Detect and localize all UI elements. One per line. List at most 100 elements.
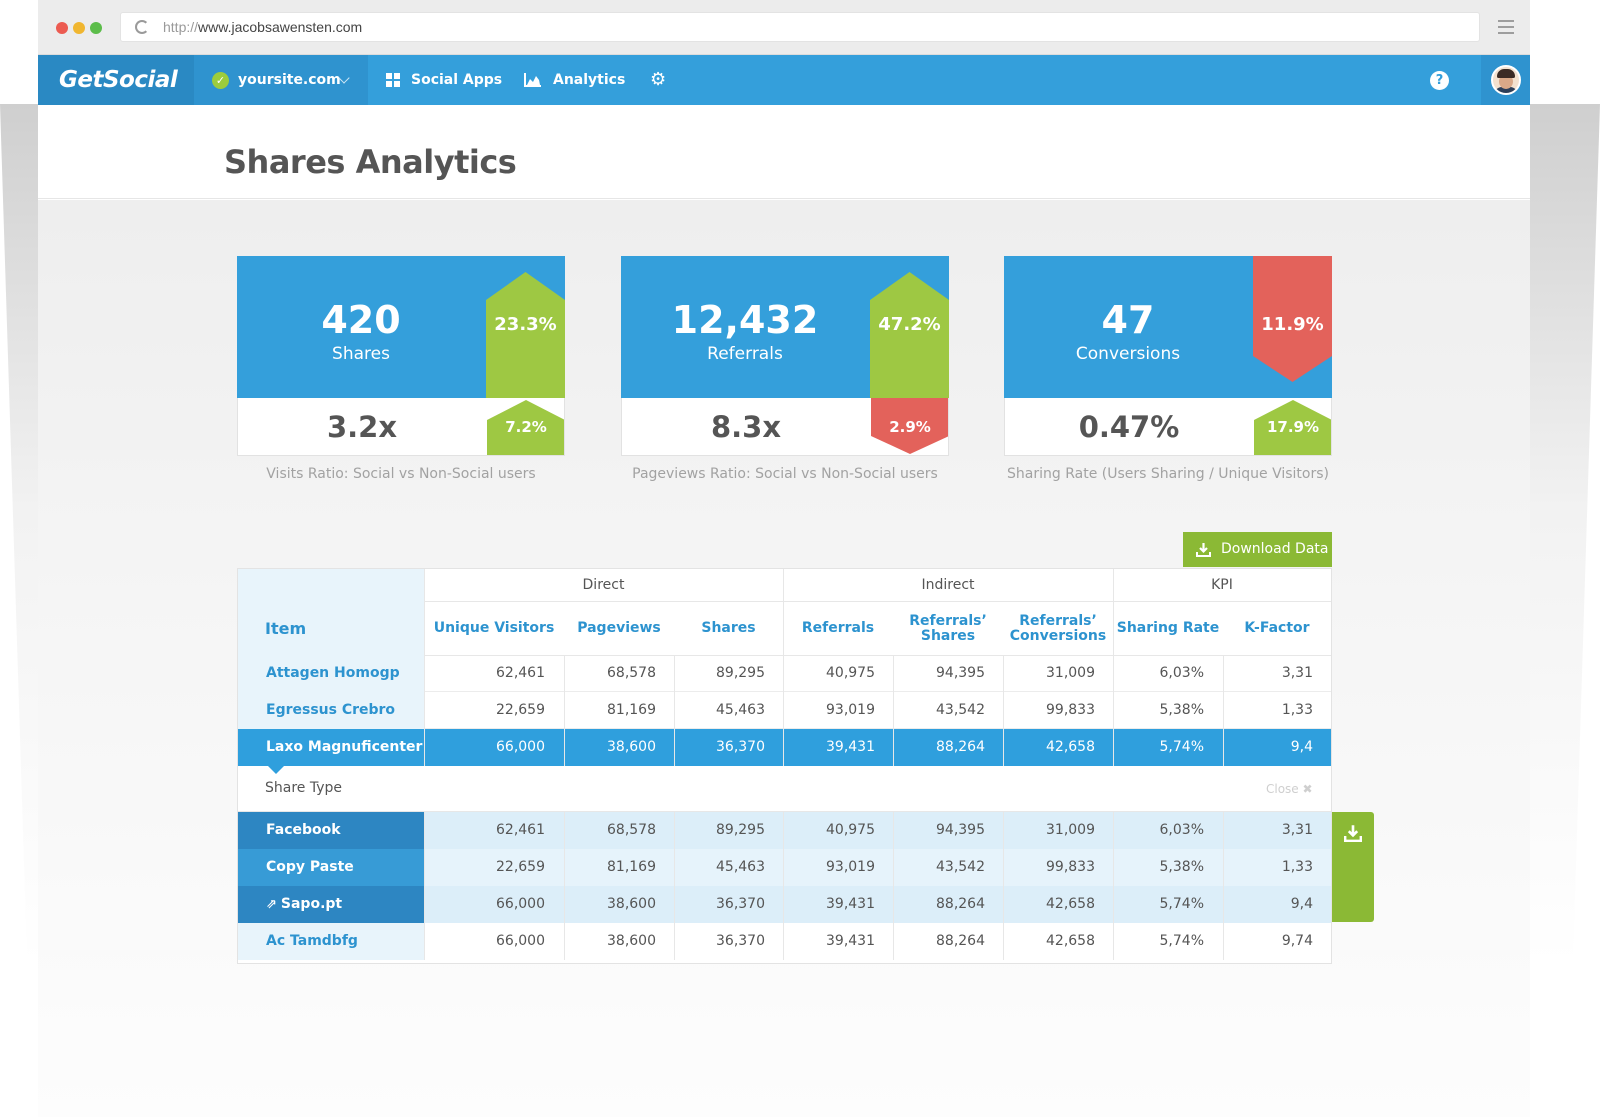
maximize-window-button[interactable] xyxy=(90,22,102,34)
share-type-name[interactable]: Copy Paste xyxy=(238,849,424,886)
cell: 68,578 xyxy=(607,822,656,838)
cell: 40,975 xyxy=(826,822,875,838)
row-item-name[interactable]: Attagen Homogp (...) xyxy=(238,655,424,717)
share-type-name[interactable]: ⇗ Sapo.pt xyxy=(238,886,424,923)
ratio-badge-value: 7.2% xyxy=(505,418,547,436)
column-header-k-factor[interactable]: K-Factor xyxy=(1244,620,1310,636)
download-share-type-button[interactable] xyxy=(1332,812,1374,922)
download-data-button[interactable]: Download Data xyxy=(1183,532,1332,567)
download-data-label: Download Data xyxy=(1221,541,1329,557)
table-row[interactable]: Ac Tamdbfg 66,000 38,600 36,370 39,431 8… xyxy=(238,923,1331,960)
cell: 99,833 xyxy=(1046,859,1095,875)
main-content: 420 Shares 23.3% 3.2x 7.2% Visits Ratio:… xyxy=(38,200,1530,1117)
cell: 39,431 xyxy=(826,933,875,949)
help-icon[interactable]: ? xyxy=(1430,71,1449,90)
row-item-name[interactable]: Laxo Magnuficenter xyxy=(238,729,424,766)
cell: 43,542 xyxy=(936,859,985,875)
cell: 9,74 xyxy=(1281,933,1313,949)
url-protocol: http:// xyxy=(163,19,199,35)
trend-badge-value: 47.2% xyxy=(878,314,941,335)
stat-value: 12,432 xyxy=(671,298,819,342)
column-header-referrals[interactable]: Referrals xyxy=(801,620,875,636)
cell: 31,009 xyxy=(1046,822,1095,838)
column-header-unique-visitors[interactable]: Unique Visitors xyxy=(433,620,555,636)
cell: 1,33 xyxy=(1281,702,1313,718)
stat-caption: Pageviews Ratio: Social vs Non-Social us… xyxy=(632,466,938,482)
cell: 45,463 xyxy=(716,702,765,718)
column-header-shares[interactable]: Shares xyxy=(701,620,756,636)
cell: 38,600 xyxy=(607,739,656,755)
nav-analytics-label: Analytics xyxy=(553,72,626,88)
settings-gear-icon[interactable]: ⚙ xyxy=(650,69,667,90)
avatar[interactable] xyxy=(1491,65,1521,95)
check-icon: ✓ xyxy=(212,72,229,89)
url-host: www.jacobsawensten.com xyxy=(198,19,363,35)
column-header-item[interactable]: Item xyxy=(265,619,307,638)
download-icon xyxy=(1196,543,1211,557)
trend-down-badge xyxy=(871,398,948,454)
group-header-indirect: Indirect xyxy=(783,569,1113,602)
selection-pointer xyxy=(268,766,284,774)
cell: 94,395 xyxy=(936,665,985,681)
cell: 5,38% xyxy=(1159,702,1204,718)
cell: 66,000 xyxy=(496,739,545,755)
stat-card-referrals: 12,432 Referrals 47.2% 8.3x 2.9% Pagevie… xyxy=(621,256,949,482)
reload-icon[interactable] xyxy=(135,20,149,34)
close-icon: ✖ xyxy=(1302,782,1313,796)
minimize-window-button[interactable] xyxy=(73,22,85,34)
area-chart-icon xyxy=(524,73,541,87)
row-item-name[interactable]: Ac Tamdbfg xyxy=(238,923,424,960)
sub-row[interactable]: ⇗ Sapo.pt 66,000 38,600 36,370 39,431 88,… xyxy=(238,886,1331,923)
trend-up-badge xyxy=(1254,400,1331,455)
user-menu[interactable] xyxy=(1481,55,1530,105)
share-type-name[interactable]: Facebook xyxy=(238,812,424,849)
column-header-sharing-rate[interactable]: Sharing Rate xyxy=(1116,620,1220,636)
app-navbar: GetSocial ✓ yoursite.com Social Apps Ana… xyxy=(38,55,1530,105)
nav-analytics[interactable]: Analytics xyxy=(524,55,625,105)
close-window-button[interactable] xyxy=(56,22,68,34)
cell: 88,264 xyxy=(936,739,985,755)
cell: 93,019 xyxy=(826,702,875,718)
table-row-selected[interactable]: Laxo Magnuficenter 66,000 38,600 36,370 … xyxy=(238,729,1331,766)
address-bar[interactable]: http://www.jacobsawensten.com xyxy=(120,12,1480,42)
cell: 89,295 xyxy=(716,665,765,681)
cell: 93,019 xyxy=(826,859,875,875)
cell: 88,264 xyxy=(936,933,985,949)
sub-row[interactable]: Facebook 62,461 68,578 89,295 40,975 94,… xyxy=(238,812,1331,849)
group-header-direct: Direct xyxy=(424,569,783,602)
column-header-pageviews[interactable]: Pageviews xyxy=(577,620,661,636)
trend-up-badge xyxy=(486,272,565,398)
group-header-kpi: KPI xyxy=(1113,569,1331,602)
column-header-referrals-shares[interactable]: Referrals’ Shares xyxy=(909,612,987,644)
sub-row[interactable]: Copy Paste 22,659 81,169 45,463 93,019 4… xyxy=(238,849,1331,886)
stat-card-conversions: 47 Conversions 11.9% 0.47% 17.9% Sharing… xyxy=(1004,256,1332,482)
ratio-badge-value: 17.9% xyxy=(1266,418,1320,436)
getsocial-logo[interactable]: GetSocial xyxy=(38,55,194,105)
trend-down-badge xyxy=(1253,256,1332,382)
table-row[interactable]: Attagen Homogp (...) 62,461 68,578 89,29… xyxy=(238,655,1331,717)
cell: 36,370 xyxy=(716,739,765,755)
cell: 9,4 xyxy=(1290,896,1313,912)
row-item-name[interactable]: Egressus Crebro xyxy=(238,692,424,729)
grid-icon xyxy=(386,73,400,87)
browser-menu-icon[interactable] xyxy=(1498,20,1514,36)
ratio-value: 3.2x xyxy=(326,410,398,444)
site-selector[interactable]: ✓ yoursite.com xyxy=(194,55,368,105)
cell: 43,542 xyxy=(936,702,985,718)
stat-caption: Sharing Rate (Users Sharing / Unique Vis… xyxy=(1007,466,1329,482)
cell: 3,31 xyxy=(1281,665,1313,681)
stat-caption: Visits Ratio: Social vs Non-Social users xyxy=(266,466,536,482)
close-button[interactable]: Close ✖ xyxy=(1266,782,1313,796)
cell: 39,431 xyxy=(826,896,875,912)
trend-up-badge xyxy=(870,272,949,398)
ratio-value: 0.47% xyxy=(1078,410,1180,444)
share-type-panel-header: Share Type Close ✖ xyxy=(238,766,1331,812)
cell: 36,370 xyxy=(716,933,765,949)
stat-value: 420 xyxy=(321,298,401,342)
nav-social-apps[interactable]: Social Apps xyxy=(386,55,502,105)
cell: 39,431 xyxy=(826,739,875,755)
column-header-referrals-conversions[interactable]: Referrals’ Conversions xyxy=(1009,612,1107,644)
browser-chrome: http://www.jacobsawensten.com xyxy=(38,0,1530,55)
cell: 38,600 xyxy=(607,933,656,949)
table-row[interactable]: Egressus Crebro 22,659 81,169 45,463 93,… xyxy=(238,692,1331,729)
